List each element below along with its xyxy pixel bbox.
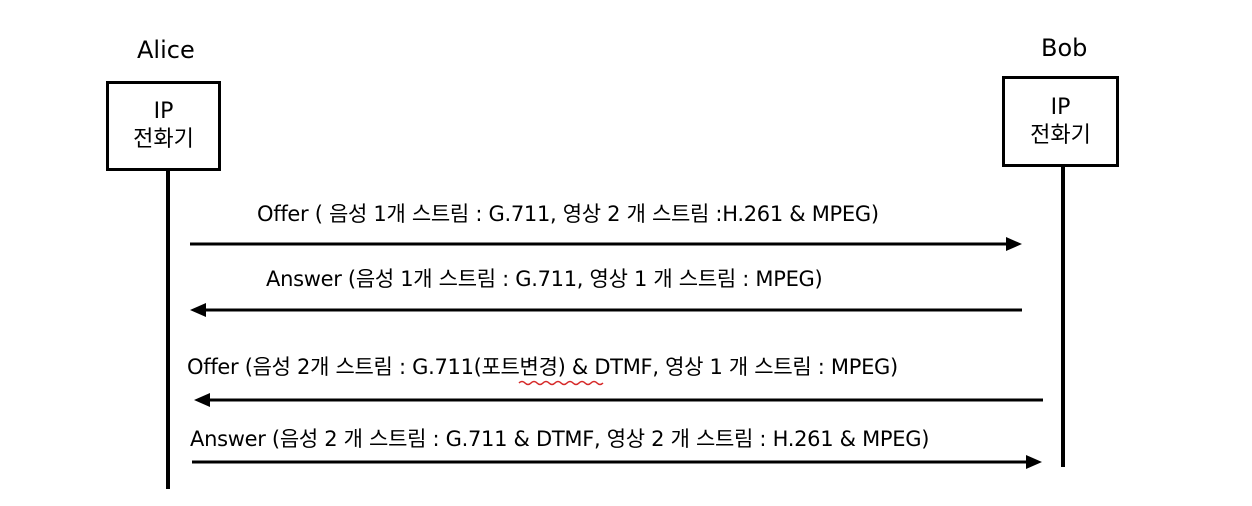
- message-4-arrow: [192, 455, 1042, 469]
- bob-lifeline: [1061, 167, 1065, 467]
- message-2-label: Answer (음성 1개 스트림 : G.711, 영상 1 개 스트림 : …: [266, 267, 823, 291]
- message-2-arrow: [190, 303, 1022, 317]
- bob-ip-phone-box: IP 전화기: [1002, 76, 1119, 167]
- alice-device-line1: IP: [153, 99, 174, 124]
- alice-lifeline: [166, 171, 170, 489]
- spellcheck-underline: [518, 380, 604, 386]
- alice-name: Alice: [137, 36, 195, 64]
- alice-ip-phone-box: IP 전화기: [106, 81, 221, 171]
- message-1-label: Offer ( 음성 1개 스트림 : G.711, 영상 2 개 스트림 :H…: [257, 202, 879, 226]
- message-4-label: Answer (음성 2 개 스트림 : G.711 & DTMF, 영상 2 …: [190, 427, 930, 451]
- message-3-arrow: [194, 393, 1043, 407]
- alice-device-line2: 전화기: [133, 127, 194, 152]
- bob-name: Bob: [1041, 34, 1088, 62]
- bob-device-line1: IP: [1050, 94, 1071, 120]
- message-1-arrow: [190, 237, 1022, 251]
- message-3-label: Offer (음성 2개 스트림 : G.711(포트변경) & DTMF, 영…: [187, 355, 898, 379]
- bob-device-line2: 전화기: [1030, 122, 1091, 148]
